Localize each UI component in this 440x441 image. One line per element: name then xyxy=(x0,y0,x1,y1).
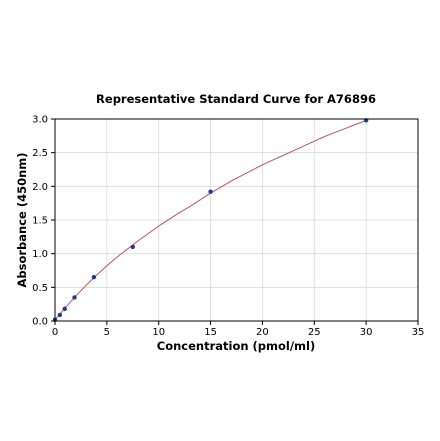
y-tick-label: 0.5 xyxy=(32,283,48,294)
x-tick-label: 0 xyxy=(52,327,58,338)
x-tick-label: 15 xyxy=(204,327,217,338)
grid-lines xyxy=(54,118,419,322)
x-axis-label: Concentration (pmol/ml) xyxy=(157,339,315,353)
data-point xyxy=(57,312,63,318)
data-point xyxy=(91,275,97,280)
x-tick-label: 30 xyxy=(360,327,373,338)
y-tick-label: 1.5 xyxy=(32,216,48,227)
x-axis-ticks: 0 5 10 15 20 25 30 35 xyxy=(52,321,425,338)
y-axis-ticks: 0.0 0.5 1.0 1.5 2.0 2.5 3.0 xyxy=(32,115,55,328)
chart-title: Representative Standard Curve for A76896 xyxy=(96,92,376,106)
data-point xyxy=(72,295,77,300)
y-axis-label: Absorbance (450nm) xyxy=(15,152,29,287)
y-tick-label: 3.0 xyxy=(32,115,48,126)
y-tick-label: 2.5 xyxy=(32,148,48,159)
y-tick-label: 0.0 xyxy=(32,317,48,328)
x-tick-label: 35 xyxy=(412,327,425,338)
x-tick-label: 10 xyxy=(152,327,165,338)
y-tick-label: 2.0 xyxy=(32,182,48,193)
y-tick-label: 1.0 xyxy=(32,249,48,260)
data-point xyxy=(130,244,135,250)
x-tick-label: 20 xyxy=(256,327,269,338)
x-tick-label: 25 xyxy=(308,327,321,338)
x-tick-label: 5 xyxy=(104,327,110,338)
data-point xyxy=(208,189,213,194)
data-point xyxy=(62,306,67,312)
